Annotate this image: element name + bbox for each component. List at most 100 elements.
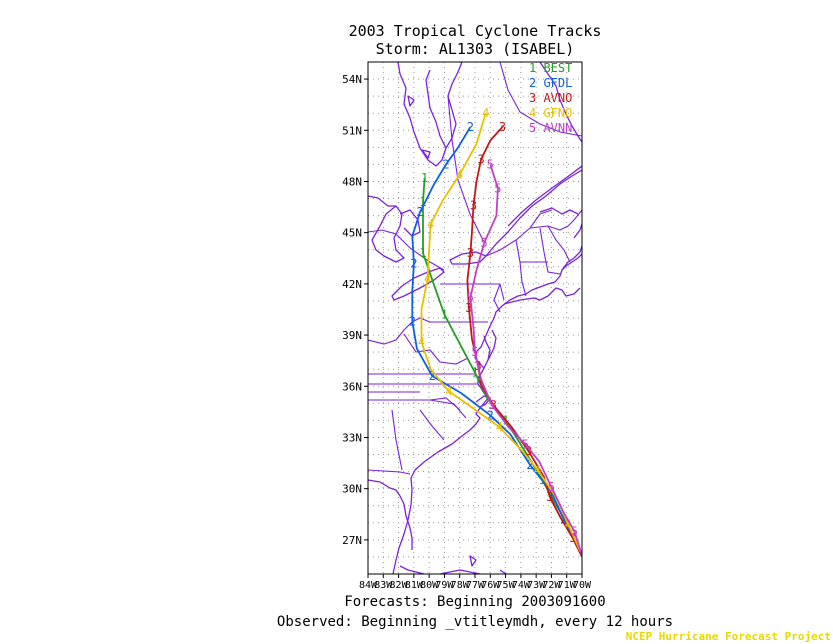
chart-subtitle: Storm: AL1303 (ISABEL) — [376, 40, 575, 58]
lat-tick-label: 48N — [342, 175, 362, 188]
wv-va-line — [403, 333, 469, 365]
track-marker-avno: 3 — [477, 152, 484, 166]
lat-tick-label: 39N — [342, 329, 362, 342]
lon-tick-label: 84W — [359, 580, 378, 591]
lon-tick-label: 77W — [466, 580, 485, 591]
track-marker-gfdl: 2 — [409, 314, 416, 328]
track-marker-avnn: 5 — [494, 181, 501, 195]
lat-tick-label: 33N — [342, 431, 362, 444]
lon-tick-label: 71W — [558, 580, 577, 591]
track-marker-avnn: 5 — [487, 157, 494, 171]
legend-entry-gfdl: 2 GFDL — [529, 76, 572, 90]
state-line-35n — [368, 399, 467, 419]
lon-tick-label: 78W — [451, 580, 470, 591]
maine-coast — [561, 245, 582, 271]
track-marker-avno: 3 — [546, 490, 553, 504]
lat-tick-label: 27N — [342, 534, 362, 547]
track-line-best — [422, 178, 580, 549]
lon-tick-label: 75W — [497, 580, 516, 591]
track-marker-avnn: 5 — [471, 345, 478, 359]
credit-line: NCEP Hurricane Forecast Project — [626, 630, 831, 643]
georgia-florida-line — [368, 469, 411, 475]
lon-tick-label: 70W — [573, 580, 592, 591]
track-marker-avno: 3 — [467, 246, 474, 260]
lat-tick-label: 36N — [342, 380, 362, 393]
ga-al-line — [391, 409, 403, 471]
political-borders — [368, 62, 582, 475]
observed-caption: Observed: Beginning _vtitleymdh, every 1… — [277, 614, 673, 630]
labrador-coast — [539, 62, 582, 143]
ohio-river — [368, 317, 431, 345]
lon-tick-label: 74W — [512, 580, 531, 591]
lat-tick-label: 30N — [342, 483, 362, 496]
cuba-edge — [439, 569, 481, 574]
track-marker-best: 1 — [441, 308, 448, 322]
track-line-gfdl — [411, 126, 579, 548]
track-line-avnn — [469, 164, 582, 556]
lon-tick-label: 80W — [420, 580, 439, 591]
track-marker-best: 1 — [471, 366, 478, 380]
track-marker-gfdl: 2 — [442, 157, 449, 171]
legend-entry-avnn: 5 AVNN — [529, 121, 572, 135]
track-marker-gfdl: 2 — [487, 408, 494, 422]
bahamas — [469, 555, 507, 574]
track-marker-gfno: 4 — [482, 106, 489, 120]
track-marker-gfdl: 2 — [560, 512, 567, 526]
lat-tick-label: 54N — [342, 73, 362, 86]
track-marker-avnn: 5 — [522, 437, 529, 451]
storm-tracks: 1111111122222222233333333334444444445555… — [409, 106, 582, 558]
delmarva — [487, 329, 497, 361]
lat-tick-label: 45N — [342, 227, 362, 240]
track-marker-gfdl: 2 — [416, 205, 423, 219]
lat-tick-label: 42N — [342, 278, 362, 291]
st-lawrence-river — [485, 169, 582, 257]
track-marker-avno: 3 — [569, 531, 576, 545]
track-marker-avnn: 5 — [481, 236, 488, 250]
track-marker-best: 1 — [419, 195, 426, 209]
track-marker-avno: 3 — [499, 120, 506, 134]
lake-huron — [371, 205, 405, 263]
track-marker-gfdl: 2 — [467, 120, 474, 134]
plot-area: 1111111122222222233333333334444444445555… — [367, 61, 583, 575]
new-england-coast — [503, 287, 581, 305]
lake-superior-edge — [368, 195, 396, 207]
track-marker-gfno: 4 — [418, 335, 425, 349]
quebec-nb — [529, 209, 553, 229]
lat-tick-label: 51N — [342, 124, 362, 137]
gaspe — [539, 207, 579, 215]
lon-tick-label: 83W — [374, 580, 393, 591]
longitude-axis: 84W83W82W81W80W79W78W77W76W75W74W73W72W7… — [359, 574, 592, 591]
track-marker-gfno: 4 — [427, 217, 434, 231]
track-marker-avnn: 5 — [488, 398, 495, 412]
track-marker-best: 1 — [421, 171, 428, 185]
track-marker-gfno: 4 — [424, 272, 431, 286]
track-marker-avnn: 5 — [548, 480, 555, 494]
lake-erie — [391, 267, 445, 301]
track-marker-gfno: 4 — [456, 168, 463, 182]
lon-tick-label: 72W — [542, 580, 561, 591]
quebec-labrador — [499, 62, 582, 137]
lake-ontario — [449, 251, 487, 265]
ontario-quebec — [447, 95, 485, 243]
georgian-bay — [399, 209, 421, 237]
track-marker-avno: 3 — [465, 301, 472, 315]
legend-entry-best: 1 BEST — [529, 61, 572, 75]
track-marker-avnn: 5 — [467, 291, 474, 305]
track-line-gfno — [420, 112, 582, 553]
hudson-islands — [407, 95, 431, 159]
track-marker-gfdl: 2 — [526, 458, 533, 472]
track-marker-gfno: 4 — [565, 518, 572, 532]
track-marker-avno: 3 — [470, 198, 477, 212]
maine-border — [547, 225, 571, 263]
lon-tick-label: 82W — [390, 580, 409, 591]
lon-tick-label: 79W — [435, 580, 454, 591]
nc-sc-line — [429, 397, 461, 411]
james-bay-east — [445, 62, 463, 149]
sc-ga-line — [419, 409, 445, 441]
track-marker-gfdl: 2 — [429, 369, 436, 383]
latitude-axis: 54N 51N 48N 45N 42N 39N 36N 33N 30N 27N — [342, 73, 368, 547]
track-marker-gfno: 4 — [496, 420, 503, 434]
track-marker-gfdl: 2 — [410, 256, 417, 270]
